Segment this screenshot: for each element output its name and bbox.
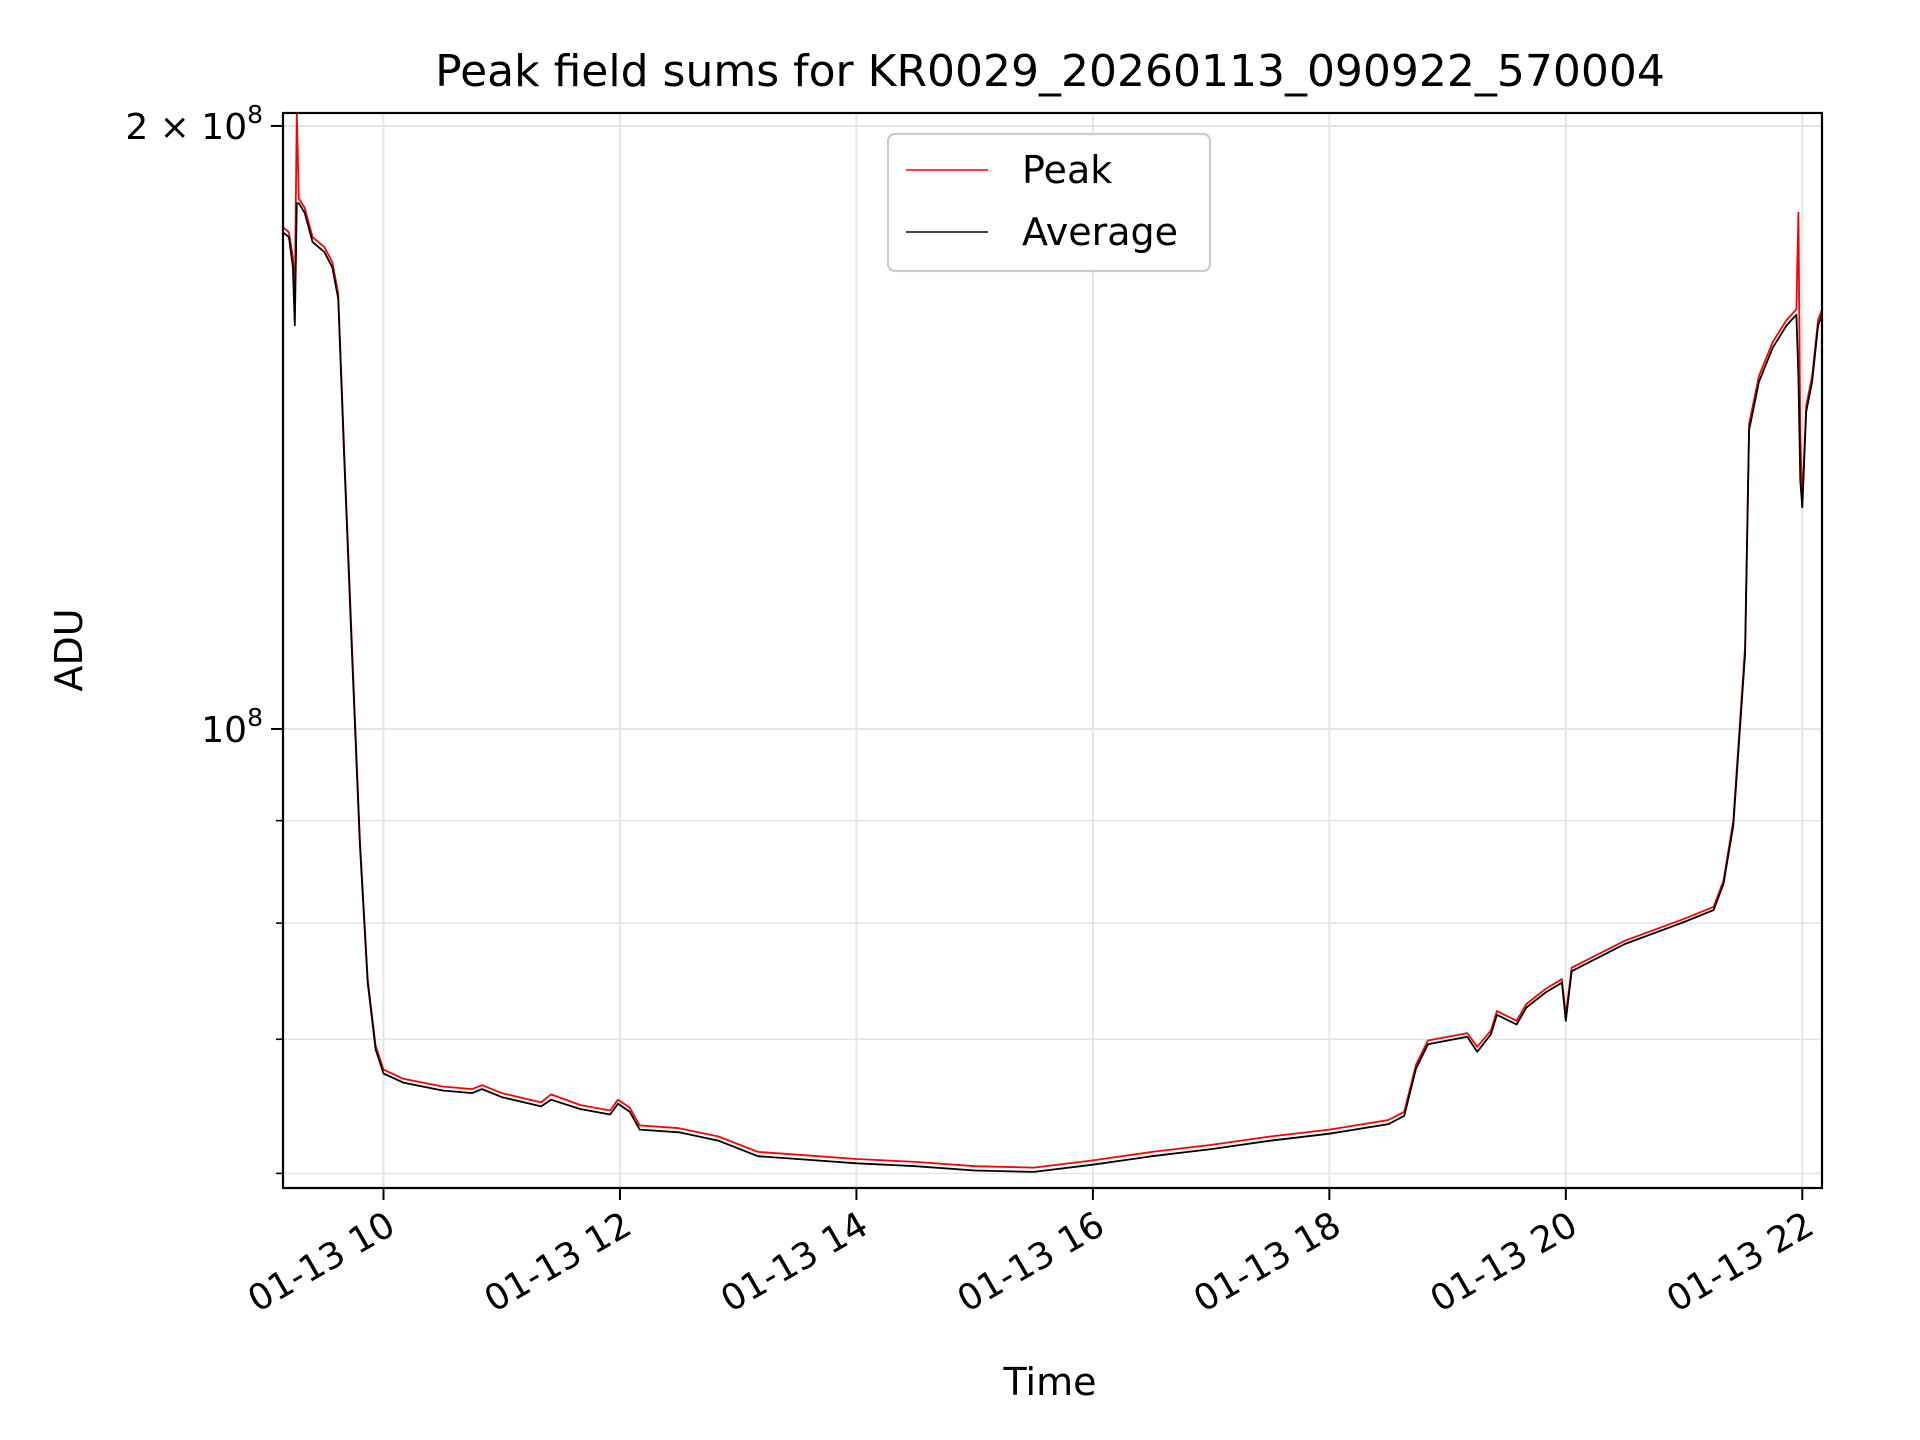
y-axis-label: ADU: [47, 608, 91, 691]
y-tick-label: 108: [201, 703, 263, 751]
plot-frame: [281, 111, 1824, 1190]
series-line-average: [283, 202, 1822, 1173]
legend-label-peak: Peak: [1022, 148, 1112, 192]
plot-series: [283, 113, 1822, 1173]
chart-title: Peak field sums for KR0029_20260113_0909…: [435, 46, 1665, 97]
grid: [283, 113, 1822, 1188]
legend: Peak Average: [886, 132, 1212, 273]
y-tick-label: 2 × 108: [125, 100, 263, 148]
x-axis-label: Time: [1003, 1360, 1097, 1404]
legend-label-average: Average: [1022, 210, 1178, 254]
legend-box: [886, 132, 1212, 273]
